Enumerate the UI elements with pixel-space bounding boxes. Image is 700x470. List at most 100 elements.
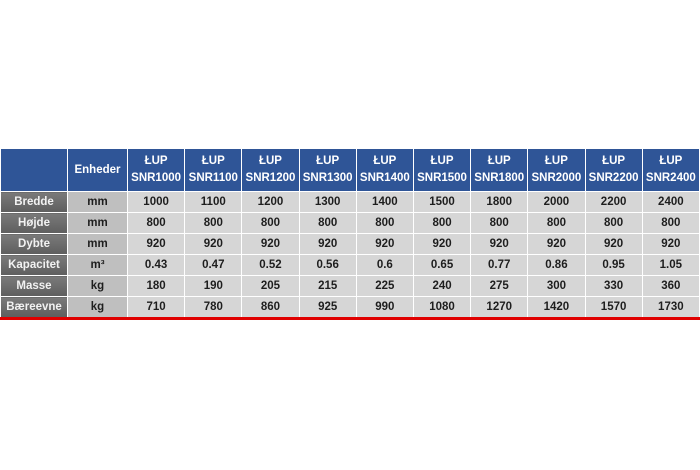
- table-row: Bæreevne kg 710 780 860 925 990 1080 1270 1420 157…: [0, 296, 700, 320]
- value-cell: 1100: [184, 191, 243, 213]
- value-cell: 920: [527, 233, 586, 255]
- row-label: Masse: [0, 275, 68, 297]
- model-header: ŁUP SNR2200: [584, 148, 643, 192]
- value-cell: 1000: [126, 191, 186, 213]
- model-header: ŁUP SNR2000: [527, 148, 586, 192]
- model-header-line: ŁUP: [258, 155, 282, 167]
- value-cell: 275: [470, 275, 529, 297]
- table-row: Dybte mm 920 920 920 920 920 920 920 920 920 920: [0, 233, 700, 255]
- value-cell: 920: [412, 233, 472, 255]
- value-cell: 800: [641, 212, 700, 234]
- row-label: Bæreevne: [0, 296, 68, 320]
- value-cell: 0.6: [355, 254, 414, 276]
- value-cell: 360: [641, 275, 700, 297]
- spec-table: Enheder ŁUP SNR1000 ŁUP SNR1100 ŁUP SNR1200 ŁU…: [0, 148, 700, 320]
- value-cell: 0.52: [241, 254, 300, 276]
- units-header: Enheder: [67, 148, 128, 192]
- model-header: ŁUP SNR1300: [298, 148, 357, 192]
- model-header-line: SNR1800: [474, 172, 525, 184]
- value-cell: 920: [126, 233, 186, 255]
- value-cell: 800: [527, 212, 586, 234]
- value-cell: 205: [241, 275, 300, 297]
- model-header: ŁUP SNR1100: [184, 148, 243, 192]
- model-header-line: ŁUP: [201, 155, 225, 167]
- value-cell: 920: [184, 233, 243, 255]
- model-header-line: ŁUP: [144, 155, 168, 167]
- value-cell: 0.47: [184, 254, 243, 276]
- model-header-line: SNR1100: [188, 172, 238, 184]
- value-cell: 780: [184, 296, 243, 320]
- value-cell: 860: [241, 296, 300, 320]
- value-cell: 710: [126, 296, 186, 320]
- value-cell: 1300: [298, 191, 357, 213]
- value-cell: 1270: [470, 296, 529, 320]
- value-cell: 1400: [355, 191, 414, 213]
- value-cell: 800: [298, 212, 357, 234]
- value-cell: 0.77: [470, 254, 529, 276]
- value-cell: 920: [298, 233, 357, 255]
- model-header-line: ŁUP: [544, 155, 568, 167]
- model-header-line: SNR2400: [645, 172, 696, 184]
- row-label: Kapacitet: [0, 254, 68, 276]
- value-cell: 1800: [470, 191, 529, 213]
- model-header: ŁUP SNR1400: [355, 148, 414, 192]
- value-cell: 800: [184, 212, 243, 234]
- value-cell: 0.86: [527, 254, 586, 276]
- value-cell: 0.43: [126, 254, 186, 276]
- table-row: Kapacitet m³ 0.43 0.47 0.52 0.56 0.6 0.65 0.77 0.…: [0, 254, 700, 276]
- value-cell: 225: [355, 275, 414, 297]
- table-row: Højde mm 800 800 800 800 800 800 800 800 800 800: [0, 212, 700, 234]
- model-header-line: ŁUP: [602, 155, 626, 167]
- row-unit: kg: [67, 296, 128, 320]
- value-cell: 1420: [527, 296, 586, 320]
- value-cell: 330: [584, 275, 643, 297]
- value-cell: 300: [527, 275, 586, 297]
- value-cell: 190: [184, 275, 243, 297]
- value-cell: 800: [126, 212, 186, 234]
- value-cell: 0.65: [412, 254, 472, 276]
- corner-cell: [0, 148, 68, 192]
- value-cell: 920: [241, 233, 300, 255]
- model-header: ŁUP SNR1200: [241, 148, 300, 192]
- value-cell: 925: [298, 296, 357, 320]
- value-cell: 800: [470, 212, 529, 234]
- value-cell: 920: [355, 233, 414, 255]
- model-header-line: ŁUP: [373, 155, 397, 167]
- value-cell: 0.56: [298, 254, 357, 276]
- row-unit: mm: [67, 191, 128, 213]
- model-header: ŁUP SNR2400: [641, 148, 700, 192]
- value-cell: 1200: [241, 191, 300, 213]
- value-cell: 1500: [412, 191, 472, 213]
- model-header: ŁUP SNR1500: [412, 148, 472, 192]
- value-cell: 215: [298, 275, 357, 297]
- value-cell: 2400: [641, 191, 700, 213]
- model-header-line: SNR1300: [302, 172, 353, 184]
- row-label: Dybte: [0, 233, 68, 255]
- value-cell: 2000: [527, 191, 586, 213]
- row-unit: mm: [67, 233, 128, 255]
- table-row: Bredde mm 1000 1100 1200 1300 1400 1500 1800 2000…: [0, 191, 700, 213]
- value-cell: 800: [412, 212, 472, 234]
- value-cell: 800: [584, 212, 643, 234]
- table-row: Masse kg 180 190 205 215 225 240 275 300 330 360: [0, 275, 700, 297]
- model-header-line: ŁUP: [659, 155, 683, 167]
- value-cell: 990: [355, 296, 414, 320]
- model-header: ŁUP SNR1000: [126, 148, 186, 192]
- model-header-line: ŁUP: [487, 155, 511, 167]
- value-cell: 1570: [584, 296, 643, 320]
- model-header-line: ŁUP: [430, 155, 454, 167]
- value-cell: 1730: [641, 296, 700, 320]
- row-unit: m³: [67, 254, 128, 276]
- value-cell: 800: [241, 212, 300, 234]
- value-cell: 920: [470, 233, 529, 255]
- model-header-line: SNR1500: [417, 172, 467, 184]
- model-header-line: SNR2200: [588, 172, 639, 184]
- model-header-line: SNR1000: [131, 172, 182, 184]
- row-label: Bredde: [0, 191, 68, 213]
- header-row: Enheder ŁUP SNR1000 ŁUP SNR1100 ŁUP SNR1200 ŁU…: [0, 148, 700, 192]
- value-cell: 920: [584, 233, 643, 255]
- model-header-line: SNR1200: [245, 172, 296, 184]
- value-cell: 1.05: [641, 254, 700, 276]
- model-header-line: SNR2000: [531, 172, 582, 184]
- value-cell: 800: [355, 212, 414, 234]
